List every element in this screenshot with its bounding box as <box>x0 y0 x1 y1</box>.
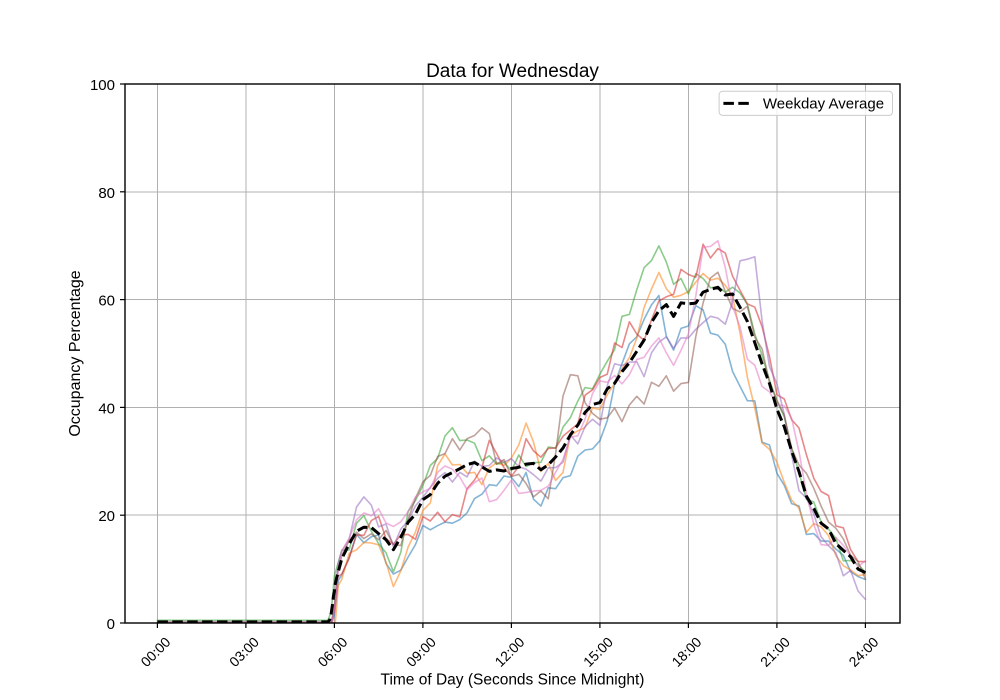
svg-text:100: 100 <box>90 77 115 94</box>
svg-text:60: 60 <box>98 293 115 310</box>
svg-text:40: 40 <box>98 400 115 417</box>
svg-text:Occupancy Percentage: Occupancy Percentage <box>67 270 84 436</box>
svg-text:Data for Wednesday: Data for Wednesday <box>426 61 599 82</box>
svg-text:Time of Day (Seconds Since Mid: Time of Day (Seconds Since Midnight) <box>381 672 645 689</box>
svg-text:Weekday Average: Weekday Average <box>763 95 884 112</box>
svg-text:0: 0 <box>107 616 115 633</box>
svg-text:20: 20 <box>98 508 115 525</box>
svg-text:80: 80 <box>98 185 115 202</box>
